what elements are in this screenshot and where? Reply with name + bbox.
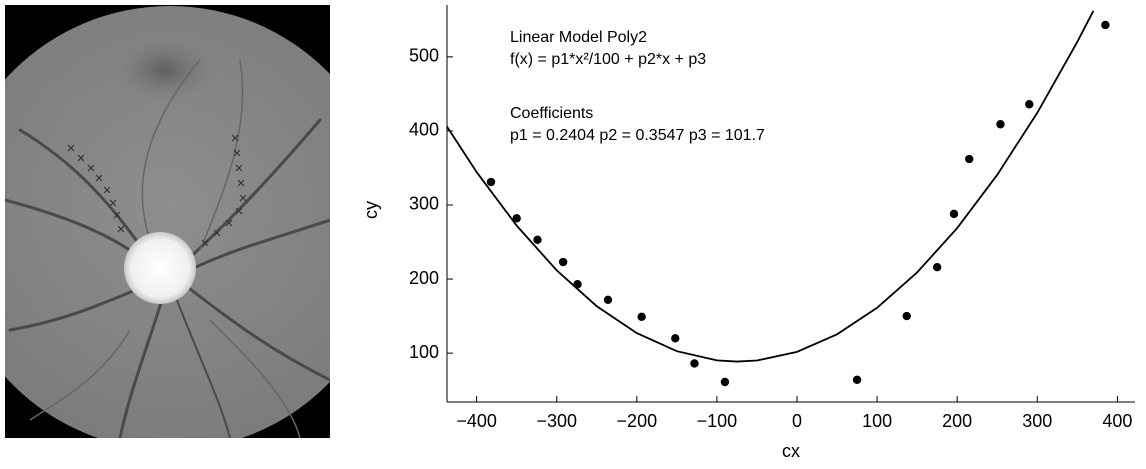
data-point (533, 235, 542, 244)
y-tick-label: 200 (409, 268, 439, 288)
x-tick-label: −300 (536, 411, 577, 431)
data-point (671, 334, 680, 343)
annotation: Coefficients (510, 105, 593, 122)
x-tick-label: 300 (1022, 411, 1052, 431)
data-point (558, 257, 568, 267)
data-point (902, 311, 911, 321)
y-tick-label: 400 (409, 120, 439, 140)
x-tick-label: −100 (697, 411, 738, 431)
annotation: f(x) = p1*x²/100 + p2*x + p3 (510, 51, 706, 68)
data-point (1025, 100, 1034, 109)
fundus-image (5, 5, 330, 438)
data-point (932, 262, 942, 272)
data-point (720, 377, 730, 387)
y-tick-label: 500 (409, 46, 439, 66)
x-tick-label: 400 (1102, 411, 1132, 431)
x-axis-label: cx (782, 441, 800, 461)
y-tick-label: 100 (409, 342, 439, 362)
annotation: p1 = 0.2404 p2 = 0.3547 p3 = 101.7 (510, 127, 765, 144)
x-tick-label: −400 (456, 411, 497, 431)
data-point (949, 209, 959, 219)
data-point (965, 154, 974, 164)
data-point (852, 375, 862, 384)
data-point (512, 214, 521, 223)
data-point (603, 295, 613, 304)
data-point (1101, 20, 1110, 30)
annotation: Linear Model Poly2 (510, 29, 647, 46)
x-tick-label: 100 (862, 411, 892, 431)
x-tick-label: 200 (942, 411, 972, 431)
data-point (486, 177, 496, 187)
data-point (690, 359, 699, 368)
data-point (637, 312, 646, 322)
fit-curve (446, 10, 1095, 363)
y-tick-label: 300 (409, 194, 439, 214)
y-axis-label: cy (361, 201, 381, 219)
x-tick-label: 0 (792, 411, 802, 431)
data-point (996, 120, 1005, 129)
x-tick-label: −200 (617, 411, 658, 431)
